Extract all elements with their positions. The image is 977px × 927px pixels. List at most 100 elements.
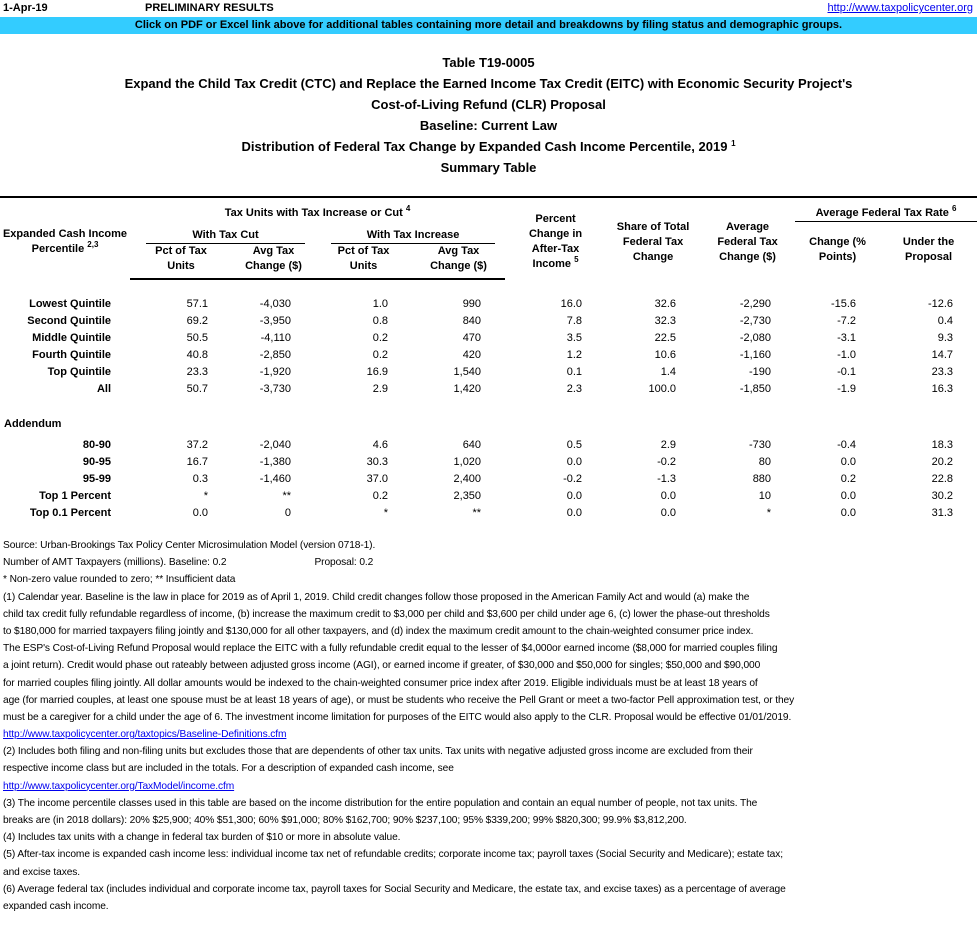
cell: 23.3 — [186, 365, 208, 378]
note-link[interactable]: http://www.taxpolicycenter.org/TaxModel/… — [3, 780, 235, 792]
footnote-ref: 6 — [952, 204, 957, 213]
cell: -2,290 — [739, 297, 772, 310]
cell: -1.3 — [657, 472, 677, 485]
cell: 50.5 — [186, 331, 208, 344]
note-line: breaks are (in 2018 dollars): 20% $25,90… — [3, 815, 687, 826]
table-row: Addendum — [0, 416, 977, 433]
cell: 10 — [758, 489, 772, 502]
note-line: (5) After-tax income is expanded cash in… — [3, 849, 783, 861]
cell: 20.2 — [931, 455, 954, 468]
table-row: Top Quintile 23.3 -1,920 16.9 1,540 0.1 1.4 -19… — [0, 364, 977, 381]
title-line: Cost-of-Living Refund (CLR) Proposal — [0, 94, 977, 115]
cell: 100.0 — [648, 382, 677, 395]
cell: 14.7 — [931, 348, 954, 361]
spacer — [0, 398, 977, 416]
cell: 0.1 — [566, 365, 583, 378]
header-cell: With Tax Cut — [130, 222, 315, 244]
cell: 0.2 — [372, 348, 388, 361]
header-text: Tax Units with Tax Increase or Cut — [224, 207, 403, 220]
cell: 1.2 — [566, 348, 583, 361]
title-line: Summary Table — [0, 157, 977, 178]
table-row: Second Quintile 69.2 -3,950 0.8 840 7.8 32.3 -2… — [0, 313, 977, 330]
header-text: Change ($) — [719, 250, 776, 263]
header-text: With Tax Cut — [146, 228, 305, 244]
cell: 32.3 — [654, 314, 677, 327]
cell: -730 — [749, 438, 772, 451]
row-label: Fourth Quintile — [32, 348, 111, 361]
cell: 0.0 — [566, 506, 583, 519]
header-cell: With Tax Increase — [315, 222, 505, 244]
header-text: Percentile — [31, 243, 85, 256]
cell: -0.1 — [837, 365, 857, 378]
row-label: Top 0.1 Percent — [29, 506, 111, 519]
site-link[interactable]: http://www.taxpolicycenter.org — [827, 2, 973, 14]
header-cell: Percent Change in After-Tax Income 5 — [505, 196, 607, 279]
note-line: The ESP's Cost-of-Living Refund Proposal… — [3, 643, 778, 655]
cell: -1.0 — [837, 348, 857, 361]
spacer — [0, 279, 977, 296]
cell: -1,920 — [259, 365, 291, 378]
table-row: 95-99 0.3 -1,460 37.0 2,400 -0.2 -1.3 880 0.2 22.… — [0, 471, 977, 488]
header-text: Pct of Tax — [155, 244, 207, 257]
header-cell: Pct of Tax Units — [130, 243, 232, 280]
cell: -7.2 — [837, 314, 857, 327]
note-line: http://www.taxpolicycenter.org/TaxModel/… — [3, 778, 977, 795]
cell: -1,460 — [259, 472, 291, 485]
header-text: Change — [632, 250, 674, 263]
cell: 31.3 — [931, 506, 954, 519]
title-text: Expand the Child Tax Credit (CTC) and Re… — [124, 76, 853, 91]
cell: -190 — [749, 365, 772, 378]
cell: -1.9 — [837, 382, 857, 395]
note-link[interactable]: http://www.taxpolicycenter.org/taxtopics… — [3, 729, 287, 741]
cell: -1,380 — [259, 455, 291, 468]
cell: 840 — [462, 314, 482, 327]
cell: 80 — [758, 455, 772, 468]
note-line: (1) Calendar year. Baseline is the law i… — [3, 591, 750, 603]
cell: 0.0 — [840, 489, 857, 502]
note-line: expanded cash income. — [3, 900, 109, 912]
header-text: Under the — [902, 236, 955, 249]
cell: 32.6 — [654, 297, 677, 310]
row-label: Middle Quintile — [32, 331, 111, 344]
header-text: After-Tax — [531, 243, 580, 256]
header-text: Units — [349, 259, 378, 272]
table-row: Top 1 Percent * ** 0.2 2,350 0.0 0.0 10 0.0 30.2 — [0, 488, 977, 505]
cell: 2,400 — [453, 472, 482, 485]
row-label: 80-90 — [82, 438, 111, 451]
note-line: respective income class but are included… — [3, 763, 454, 775]
cell: ** — [282, 489, 291, 502]
spacer-row — [0, 279, 977, 296]
row-label: 90-95 — [82, 455, 111, 468]
top-bar: 1-Apr-19 PRELIMINARY RESULTS http://www.… — [0, 0, 977, 17]
title-line: Expand the Child Tax Credit (CTC) and Re… — [0, 73, 977, 94]
header-text: Change ($) — [245, 259, 302, 272]
header-cell: Average Federal Tax Rate 6 — [795, 196, 977, 222]
cell: 37.2 — [186, 438, 208, 451]
titles: Table T19-0005 Expand the Child Tax Credi… — [0, 52, 977, 178]
cell: 4.6 — [372, 438, 388, 451]
header-text: Change in — [528, 228, 583, 241]
cell: 22.5 — [654, 331, 677, 344]
footnote-ref: 2,3 — [87, 240, 99, 250]
cell: 880 — [752, 472, 772, 485]
cell: -2,040 — [259, 438, 291, 451]
cell: 0.0 — [840, 455, 857, 468]
note-line: (3) The income percentile classes used i… — [3, 797, 758, 809]
cell: 0 — [284, 506, 291, 519]
table-body: Lowest Quintile 57.1 -4,030 1.0 990 16.0 32.6 -… — [0, 279, 977, 522]
table-row: All 50.7 -3,730 2.9 1,420 2.3 100.0 -1,850 -1.9 1… — [0, 381, 977, 398]
cell: 0.0 — [566, 489, 583, 502]
row-label: Lowest Quintile — [29, 297, 111, 310]
title-text: Summary Table — [440, 160, 537, 175]
cell: 30.2 — [931, 489, 954, 502]
cell: 2.3 — [566, 382, 583, 395]
cell: 0.0 — [840, 506, 857, 519]
title-text: Baseline: Current Law — [419, 118, 558, 133]
cell: -2,730 — [739, 314, 772, 327]
note-line: to $180,000 for married taxpayers filing… — [3, 625, 754, 637]
cell: -2,080 — [739, 331, 772, 344]
header-cell: Change (% Points) — [795, 222, 880, 279]
cell: * — [766, 506, 772, 519]
cell: 420 — [462, 348, 482, 361]
